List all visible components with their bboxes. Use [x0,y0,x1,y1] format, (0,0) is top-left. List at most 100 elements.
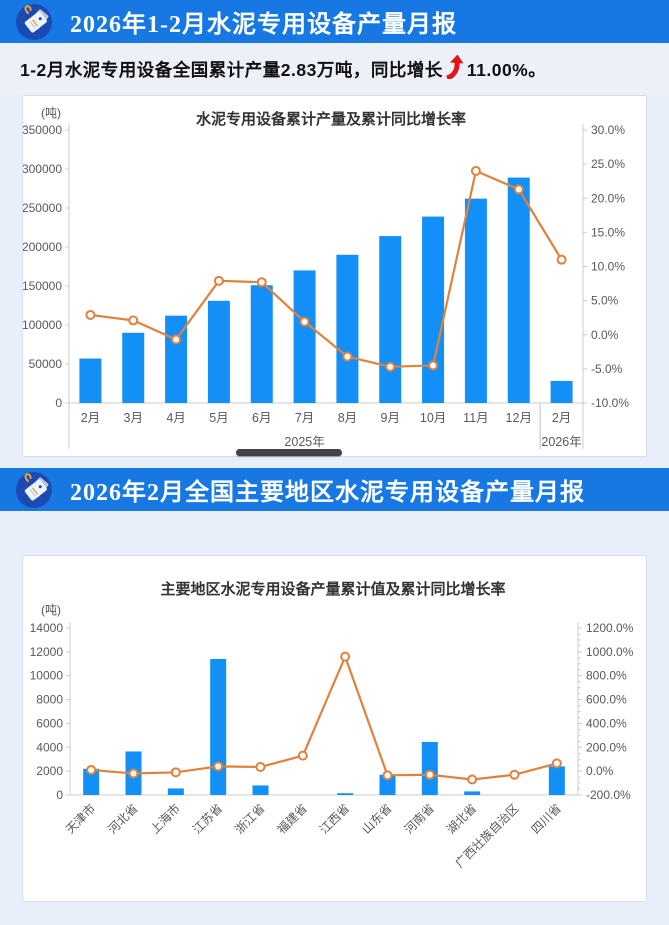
bar-2月[interactable] [550,380,573,403]
category-label: 河南省 [401,801,437,837]
point-广西壮族自治区[interactable] [509,769,520,780]
point-4月[interactable] [171,334,182,345]
price-tag-icon [16,471,52,508]
point-上海市[interactable] [170,767,181,778]
bar-浙江省[interactable] [252,785,269,795]
point-湖北省[interactable] [467,774,478,785]
category-label: 河北省 [105,801,140,836]
right-tick-label: 400.0% [586,716,627,730]
point-3月[interactable] [128,315,139,326]
bar-江苏省[interactable] [210,659,227,795]
right-tick-label: -10.0% [591,396,629,410]
point-天津市[interactable] [86,764,97,775]
point-山东省[interactable] [382,770,393,781]
category-label: 9月 [381,411,400,425]
report-header-2: 2026年2月全国主要地区水泥专用设备产量月报 [0,468,669,511]
point-11月[interactable] [470,165,481,176]
right-tick-label: 1000.0% [586,645,634,659]
left-tick-label: 300000 [23,162,62,176]
right-tick-label: 600.0% [586,693,627,707]
category-label: 山东省 [359,801,394,836]
category-label: 四川省 [529,801,564,836]
point-8月[interactable] [342,351,353,362]
left-tick-label: 12000 [30,645,64,659]
national-production-chart[interactable]: 水泥专用设备累计产量及累计同比增长率 (吨) 0 50000 100000 150000 2… [22,96,646,454]
point-四川省[interactable] [551,758,562,769]
unit-label: (吨) [41,106,61,120]
bar-8月[interactable] [336,254,359,403]
bar-6月[interactable] [250,285,273,403]
left-tick-label: 350000 [23,123,62,137]
bar-湖北省[interactable] [464,791,481,795]
right-tick-label: -5.0% [591,362,623,376]
category-label: 江西省 [317,801,352,836]
point-河北省[interactable] [128,768,139,779]
left-tick-label: 0 [56,788,63,802]
up-arrow-icon [445,54,464,79]
point-6月[interactable] [256,277,267,288]
category-label: 3月 [124,411,143,425]
group-label: 2026年 [541,435,581,449]
point-江苏省[interactable] [213,761,224,772]
category-label: 5月 [209,411,228,425]
report-title-1: 2026年1-2月水泥专用设备产量月报 [70,12,457,38]
right-tick-label: 10.0% [591,260,625,274]
group-label: 2025年 [284,435,324,449]
right-tick-label: 15.0% [591,225,625,239]
summary-line: 1-2月水泥专用设备全国累计产量2.83万吨，同比增长 11.00%。 [0,43,669,95]
point-12月[interactable] [513,184,524,195]
bar-3月[interactable] [122,332,145,403]
chart-title: 主要地区水泥专用设备产量累计值及累计同比增长率 [160,580,505,598]
point-5月[interactable] [213,275,224,286]
chart-title: 水泥专用设备累计产量及累计同比增长率 [196,110,466,128]
unit-label: (吨) [41,603,61,617]
category-label: 天津市 [62,801,98,837]
point-浙江省[interactable] [255,761,266,772]
left-tick-label: 200000 [23,240,62,254]
bar-5月[interactable] [207,300,230,403]
summary-text: 1-2月水泥专用设备全国累计产量2.83万吨，同比增长 [20,59,443,80]
bar-江西省[interactable] [337,793,354,795]
category-label: 11月 [463,411,488,425]
category-label: 湖北省 [443,801,479,837]
bar-10月[interactable] [422,216,445,403]
point-10月[interactable] [428,360,439,371]
category-label: 8月 [338,411,357,425]
bar-四川省[interactable] [548,766,565,795]
right-tick-label: 800.0% [586,669,627,683]
left-tick-label: 50000 [29,357,63,371]
point-江西省[interactable] [340,651,351,662]
point-2月[interactable] [556,254,567,265]
bar-12月[interactable] [507,177,530,403]
category-label: 12月 [506,411,532,425]
point-2月[interactable] [85,309,96,320]
left-tick-label: 150000 [23,279,62,293]
category-label: 上海市 [147,801,183,837]
right-tick-label: 0.0% [591,328,619,342]
national-chart-card: 水泥专用设备累计产量及累计同比增长率 (吨) 0 50000 100000 150000 2… [22,95,647,457]
summary-growth-value: 11.00%。 [466,59,547,80]
point-9月[interactable] [385,361,396,372]
left-tick-label: 14000 [30,621,64,635]
bar-7月[interactable] [293,270,316,403]
right-tick-label: 1200.0% [586,621,634,635]
bar-河南省[interactable] [421,741,438,795]
report-header-1: 2026年1-2月水泥专用设备产量月报 [0,0,669,43]
category-label: 6月 [252,411,271,425]
category-label: 7月 [295,411,314,425]
left-tick-label: 100000 [23,318,62,332]
bar-9月[interactable] [379,236,402,403]
bar-上海市[interactable] [167,788,184,795]
right-tick-label: 30.0% [591,123,625,137]
category-label: 10月 [420,411,446,425]
point-7月[interactable] [299,316,310,327]
bar-11月[interactable] [464,198,487,403]
bar-2月[interactable] [79,358,102,403]
point-福建省[interactable] [297,750,308,761]
horizontal-scrollbar-thumb[interactable] [236,449,342,456]
regional-production-chart[interactable]: 主要地区水泥专用设备产量累计值及累计同比增长率 (吨) 0 2000 4000 6000 8… [23,556,646,899]
bar-山东省[interactable] [379,774,396,795]
left-tick-label: 6000 [36,716,63,730]
point-河南省[interactable] [424,769,435,780]
bar-天津市[interactable] [83,768,100,795]
